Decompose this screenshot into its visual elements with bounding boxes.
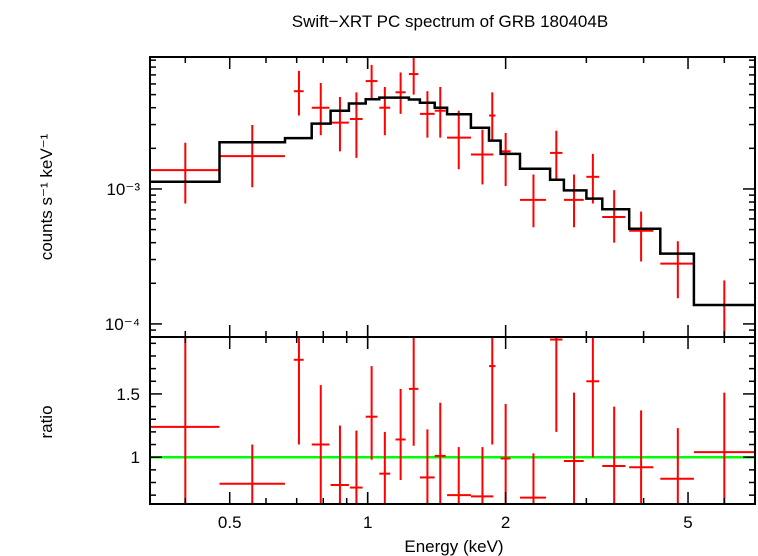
spectrum-data-point — [219, 124, 285, 188]
ratio-data-point — [550, 337, 563, 432]
spectrum-data-point — [408, 57, 419, 95]
spectrum-data-point — [434, 86, 446, 138]
spectrum-data-point — [602, 190, 626, 243]
ratio-data-point — [150, 337, 220, 504]
spectrum-data-point — [520, 174, 547, 228]
spectrum-data-point — [660, 241, 694, 299]
x-tick-label: 1 — [363, 513, 372, 532]
spectrum-data-point — [395, 72, 406, 114]
spectrum-data-point — [629, 211, 654, 262]
spectrum-data-point — [447, 110, 471, 170]
ratio-data-point — [520, 453, 547, 504]
ratio-data-point — [293, 337, 304, 445]
ratio-data-point — [470, 447, 494, 504]
spectrum-data-point — [550, 130, 563, 180]
ratio-data-point — [395, 388, 406, 480]
x-tick-label: 2 — [501, 513, 510, 532]
spectrum-data-point — [563, 174, 584, 228]
y-tick-label: 10⁻⁴ — [105, 315, 140, 334]
ratio-data-point — [586, 337, 600, 458]
spectrum-data-point — [470, 129, 494, 185]
spectrum-data-point — [500, 132, 511, 187]
ratio-data-point — [434, 402, 446, 504]
spectrum-data-point — [379, 86, 391, 136]
ratio-data-point — [489, 337, 496, 445]
y-tick-label: 1.5 — [116, 385, 140, 404]
ratio-panel: 1 1.5 0.5 1 2 5 — [116, 336, 756, 532]
ratio-data-point — [408, 337, 419, 446]
ratio-y-axis-label: ratio — [37, 405, 56, 438]
y-tick-label: 1 — [131, 448, 140, 467]
spectrum-data-point — [365, 64, 378, 99]
spectrum-data-point — [489, 92, 496, 141]
ratio-data-point — [379, 431, 391, 504]
chart-title: Swift−XRT PC spectrum of GRB 180404B — [292, 12, 608, 31]
x-tick-label: 0.5 — [218, 513, 242, 532]
x-tick-label: 5 — [683, 513, 692, 532]
ratio-data-point — [693, 392, 755, 504]
spectrum-data-point — [349, 92, 363, 158]
spectrum-y-axis-label: counts s⁻¹ keV⁻¹ — [37, 133, 56, 260]
ratio-data-point — [447, 447, 471, 504]
x-axis-label: Energy (keV) — [404, 537, 503, 556]
ratio-data-point — [419, 429, 435, 504]
spectrum-data-point — [419, 91, 435, 138]
ratio-data-point — [629, 410, 654, 504]
ratio-frame — [149, 336, 756, 505]
ratio-data-point — [660, 428, 694, 504]
spectrum-panel: 10⁻³ 10⁻⁴ — [105, 56, 756, 338]
ratio-data-point — [311, 385, 330, 504]
spectrum-data-point — [693, 280, 755, 336]
ratio-data-point — [500, 404, 511, 504]
spectrum-data-point — [311, 82, 330, 136]
ratio-data-point — [602, 406, 626, 504]
spectrum-data-point — [150, 142, 220, 204]
ratio-data-point — [330, 425, 349, 504]
ratio-data-point — [349, 430, 363, 504]
model-step-line — [150, 96, 755, 307]
ratio-data-point — [365, 366, 378, 460]
y-tick-label: 10⁻³ — [106, 180, 140, 199]
spectrum-data-point — [330, 97, 349, 152]
spectrum-data-point — [293, 70, 304, 116]
ratio-data-point — [219, 444, 285, 504]
spectrum-data-point — [586, 153, 600, 204]
ratio-data-point — [563, 392, 584, 504]
spectrum-frame — [149, 56, 756, 338]
